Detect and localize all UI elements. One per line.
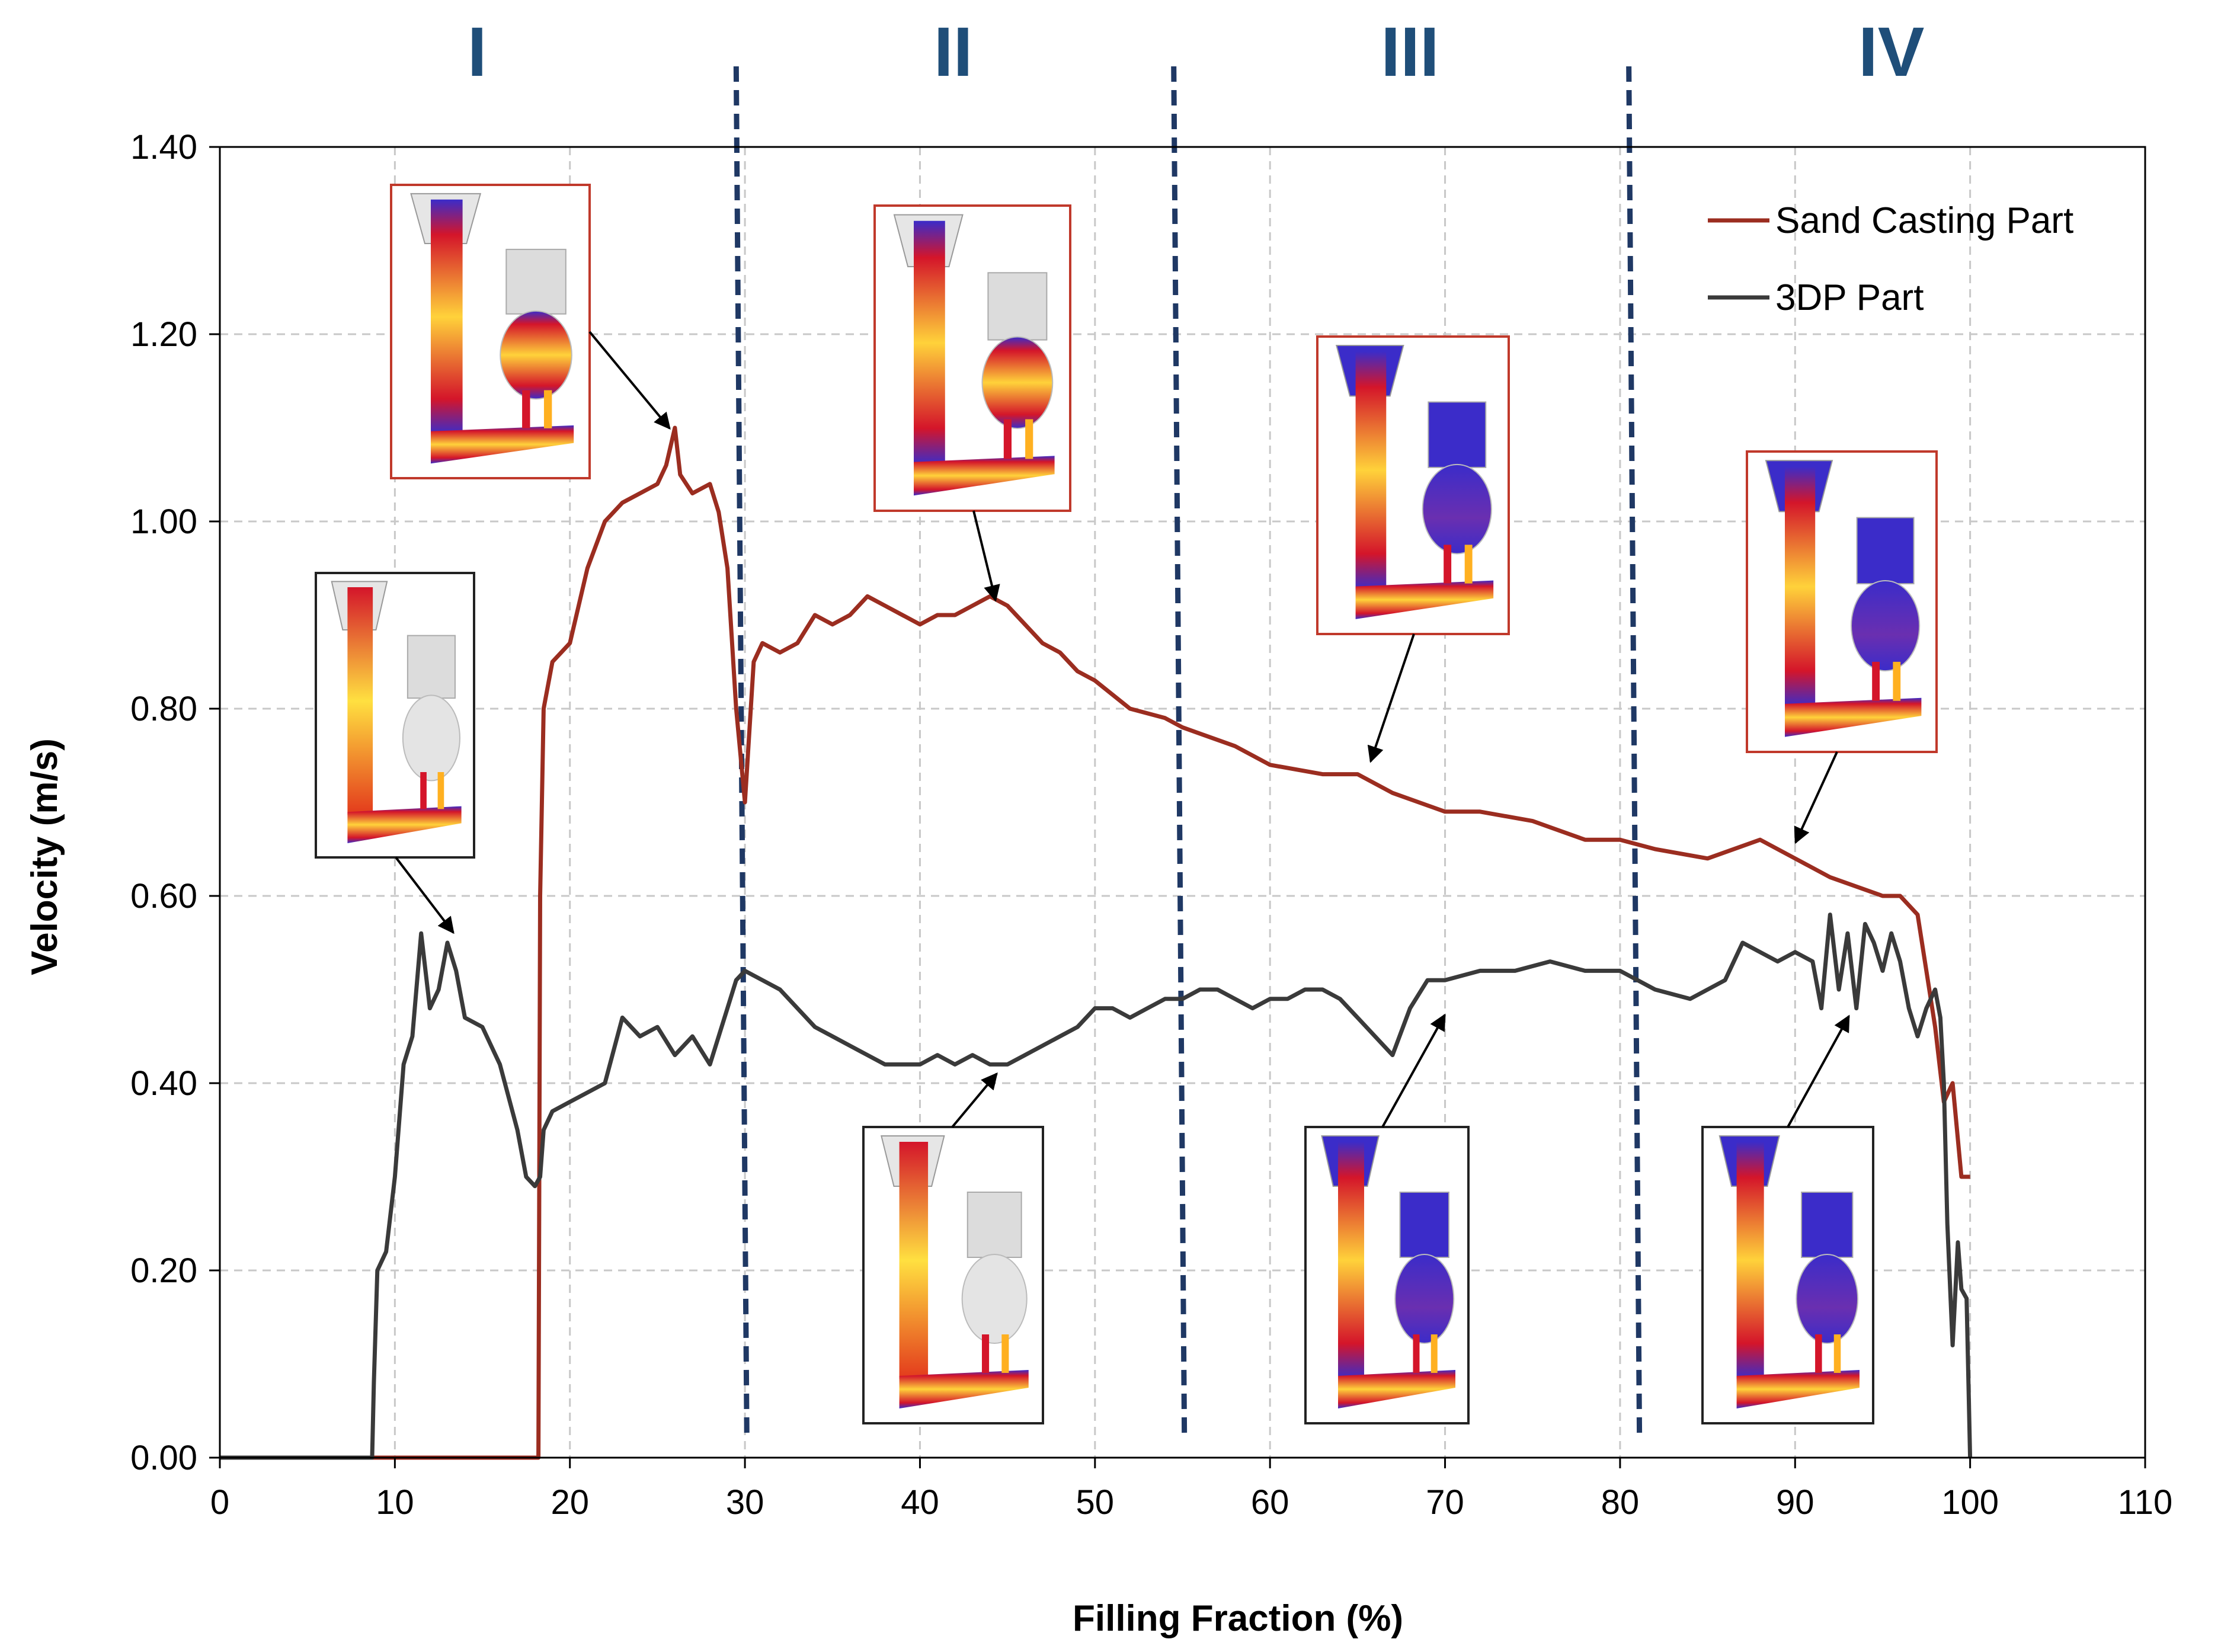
annotation-arrow	[1367, 633, 1415, 763]
stage-label: I	[468, 13, 487, 91]
stage-boundary-line	[733, 66, 750, 1440]
y-tick-label: 0.40	[130, 1064, 197, 1103]
stage-label: III	[1381, 13, 1439, 91]
simulation-inset	[1746, 450, 1938, 753]
sand-casting-line	[220, 425, 1970, 1460]
x-tick-label: 100	[1941, 1483, 1999, 1522]
stage-boundaries: I II III IV	[468, 13, 1925, 1440]
y-axis-title: Velocity (m/s)	[24, 738, 65, 975]
y-tick-label: 0.20	[130, 1251, 197, 1290]
x-tick-label: 40	[901, 1483, 939, 1522]
simulation-inset	[862, 1126, 1044, 1424]
annotation-arrow	[395, 856, 455, 934]
annotation-arrow	[1381, 1013, 1446, 1128]
x-tick-label: 30	[726, 1483, 764, 1522]
y-tick-label: 0.00	[130, 1439, 197, 1477]
y-tick-label: 1.20	[130, 315, 197, 354]
legend-label: 3DP Part	[1775, 277, 1924, 318]
simulation-inset	[390, 184, 591, 479]
x-tick-label: 60	[1251, 1483, 1289, 1522]
x-axis-title: Filling Fraction (%)	[1073, 1598, 1403, 1639]
x-tick-label: 110	[2118, 1483, 2172, 1522]
simulation-insets	[315, 184, 1938, 1424]
x-tick-label: 70	[1426, 1483, 1464, 1522]
x-tick-label: 50	[1076, 1483, 1115, 1522]
annotation-arrow	[1794, 751, 1838, 844]
x-tick-label: 80	[1601, 1483, 1640, 1522]
annotation-arrow	[951, 1072, 998, 1128]
simulation-inset	[315, 572, 475, 859]
annotation-arrow	[588, 331, 671, 430]
y-tick-label: 1.40	[130, 128, 197, 167]
annotation-arrow	[972, 510, 1000, 602]
threedp-line	[220, 913, 1973, 1460]
y-tick-label: 0.80	[130, 690, 197, 728]
x-tick-label: 90	[1776, 1483, 1814, 1522]
simulation-inset	[1304, 1126, 1470, 1424]
stage-label: IV	[1858, 13, 1925, 91]
legend-label: Sand Casting Part	[1775, 200, 2073, 241]
y-tick-label: 0.60	[130, 877, 197, 915]
x-tick-label: 20	[551, 1483, 589, 1522]
axes: 0.00 0.20 0.40 0.60 0.80 1.00 1.20 1.40 0 10 20 30 4…	[130, 128, 2172, 1522]
stage-label: II	[934, 13, 973, 91]
y-tick-label: 1.00	[130, 502, 197, 541]
simulation-inset	[1701, 1126, 1874, 1424]
legend: Sand Casting Part 3DP Part	[1708, 200, 2073, 318]
stage-boundary-line	[1626, 66, 1643, 1440]
annotation-arrow	[1787, 1014, 1850, 1128]
stage-boundary-line	[1171, 66, 1188, 1440]
simulation-inset	[1316, 335, 1510, 635]
x-tick-label: 10	[376, 1483, 414, 1522]
x-tick-label: 0	[210, 1483, 229, 1522]
simulation-inset	[873, 204, 1071, 512]
plot-frame	[219, 146, 2146, 1459]
series-lines	[220, 425, 1973, 1460]
